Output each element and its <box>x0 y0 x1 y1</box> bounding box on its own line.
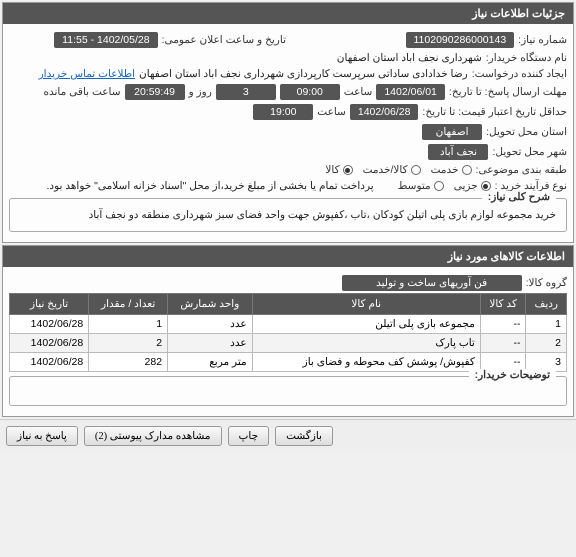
reply-button[interactable]: پاسخ به نیاز <box>6 426 78 446</box>
radio-goods[interactable]: کالا <box>325 164 352 176</box>
th-qty: تعداد / مقدار <box>89 294 168 315</box>
time-label-1: ساعت <box>344 86 373 98</box>
creator-label: ایجاد کننده درخواست: <box>472 68 567 80</box>
attachments-button[interactable]: مشاهده مدارک پیوستی (2) <box>84 426 222 446</box>
days-label: روز و <box>189 86 212 98</box>
goods-table-body: 1 -- مجموعه بازی پلی اتیلن عدد 1 1402/06… <box>10 315 567 372</box>
group-value: فن آوریهای ساخت و تولید <box>342 275 522 291</box>
description-fieldset: شرح کلی نیاز: خرید مجموعه لوازم بازی پلی… <box>9 198 567 232</box>
contact-link[interactable]: اطلاعات تماس خریدار <box>39 68 135 80</box>
th-name: نام کالا <box>252 294 480 315</box>
radio-dot-icon <box>481 181 491 191</box>
th-unit: واحد شمارش <box>168 294 253 315</box>
th-row: ردیف <box>526 294 567 315</box>
buyer-notes-fieldset: توضیحات خریدار: <box>9 376 567 406</box>
details-panel-title: جزئیات اطلاعات نیاز <box>3 3 573 24</box>
request-no-label: شماره نیاز: <box>518 34 567 46</box>
table-row: 1 -- مجموعه بازی پلی اتیلن عدد 1 1402/06… <box>10 315 567 334</box>
radio-dot-icon <box>434 181 444 191</box>
radio-dot-icon <box>462 165 472 175</box>
details-panel: جزئیات اطلاعات نیاز شماره نیاز: 11020902… <box>2 2 574 243</box>
city: نجف آباد <box>428 144 488 160</box>
desc-label: شرح کلی نیاز: <box>482 191 556 203</box>
radio-medium[interactable]: متوسط <box>398 180 444 192</box>
creator-name: رضا خدادادی ساداتی سرپرست کارپردازی شهرد… <box>139 68 468 80</box>
details-panel-body: شماره نیاز: 1102090286000143 تاریخ و ساع… <box>3 24 573 242</box>
time-label-2: ساعت <box>317 106 346 118</box>
buyer-notes-label: توضیحات خریدار: <box>469 369 556 381</box>
pay-note: پرداخت تمام یا بخشی از مبلغ خرید،از محل … <box>47 180 374 192</box>
days-value: 3 <box>216 84 276 100</box>
goods-panel-body: گروه کالا: فن آوریهای ساخت و تولید ردیف … <box>3 267 573 416</box>
validity-label: حداقل تاریخ اعتبار قیمت: تا تاریخ: <box>422 106 567 118</box>
goods-panel-title: اطلاعات کالاهای مورد نیاز <box>3 246 573 267</box>
th-code: کد کالا <box>480 294 526 315</box>
radio-dot-icon <box>411 165 421 175</box>
radio-dot-icon <box>343 165 353 175</box>
request-no: 1102090286000143 <box>406 32 515 48</box>
th-date: تاریخ نیاز <box>10 294 89 315</box>
org-label: نام دستگاه خریدار: <box>486 52 567 64</box>
deadline-label: مهلت ارسال پاسخ: تا تاریخ: <box>449 86 567 98</box>
province: اصفهان <box>422 124 482 140</box>
validity-time: 19:00 <box>253 104 313 120</box>
city-label: شهر محل تحویل: <box>492 146 567 158</box>
process-radio-group: جزیی متوسط <box>398 180 491 192</box>
announce-date-label: تاریخ و ساعت اعلان عمومی: <box>162 34 286 46</box>
group-label: گروه کالا: <box>526 277 567 289</box>
announce-date: 1402/05/28 - 11:55 <box>54 32 157 48</box>
deadline-date: 1402/06/01 <box>376 84 445 100</box>
category-radio-group: خدمت کالا/خدمت کالا <box>325 164 471 176</box>
back-button[interactable]: بازگشت <box>275 426 333 446</box>
category-label: طبقه بندی موضوعی: <box>476 164 567 176</box>
footer-bar: بازگشت چاپ مشاهده مدارک پیوستی (2) پاسخ … <box>0 419 576 452</box>
remain-label: ساعت باقی مانده <box>44 86 121 98</box>
table-row: 2 -- تاب پارک عدد 2 1402/06/28 <box>10 334 567 353</box>
goods-panel: اطلاعات کالاهای مورد نیاز گروه کالا: فن … <box>2 245 574 417</box>
validity-date: 1402/06/28 <box>350 104 419 120</box>
province-label: استان محل تحویل: <box>486 126 567 138</box>
radio-service-goods[interactable]: کالا/خدمت <box>363 164 421 176</box>
deadline-time: 09:00 <box>280 84 340 100</box>
radio-service[interactable]: خدمت <box>431 164 472 176</box>
table-header-row: ردیف کد کالا نام کالا واحد شمارش تعداد /… <box>10 294 567 315</box>
org-name: شهرداری نجف اباد استان اصفهان <box>337 52 482 64</box>
print-button[interactable]: چاپ <box>228 426 270 446</box>
goods-table: ردیف کد کالا نام کالا واحد شمارش تعداد /… <box>9 293 567 372</box>
remain-time: 20:59:49 <box>125 84 185 100</box>
desc-text: خرید مجموعه لوازم بازی پلی اتیلن کودکان … <box>16 205 560 225</box>
